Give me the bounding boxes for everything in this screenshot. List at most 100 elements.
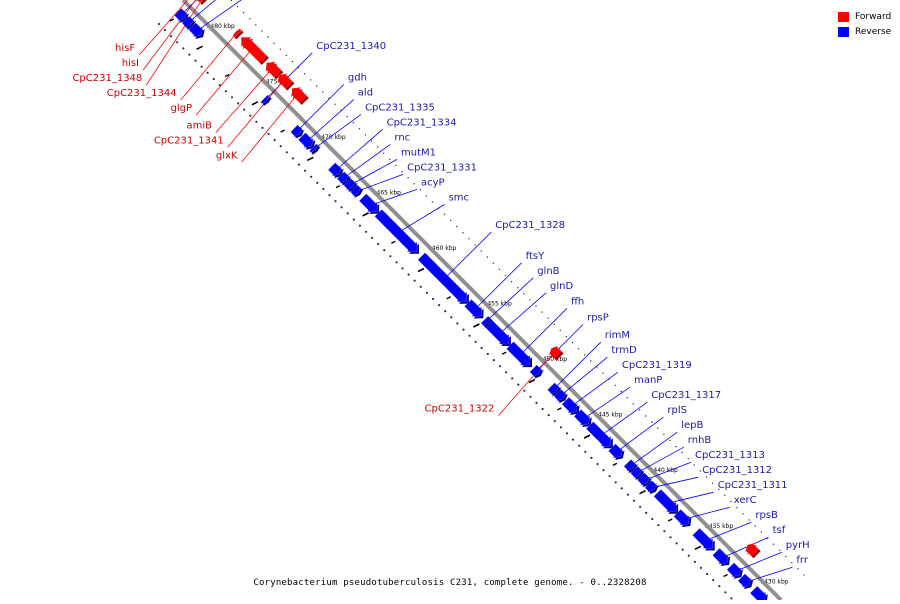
guide-dot — [657, 524, 660, 527]
guide-dot — [693, 560, 697, 563]
guide-dot — [212, 77, 215, 81]
guide-dot — [687, 554, 690, 557]
leader-line — [312, 114, 362, 151]
guide-dot — [803, 574, 805, 576]
gene-arrow-ald — [297, 132, 316, 150]
guide-dot — [632, 499, 636, 502]
leader-line — [733, 551, 782, 573]
guide-dot — [498, 365, 502, 368]
gene-label-text: trmD — [611, 345, 637, 356]
guide-dot — [602, 469, 605, 472]
guide-dot — [443, 213, 446, 215]
guide-dot — [206, 71, 209, 74]
guide-dot — [657, 427, 659, 429]
gene-label-text: CpC231_1335 — [365, 102, 435, 113]
gene-label-tsf: tsf — [773, 525, 786, 536]
leader-line — [552, 341, 602, 391]
guide-dot — [346, 115, 348, 118]
guide-dot — [669, 439, 671, 442]
tick-label: 1465 kbp — [373, 189, 401, 196]
gene-arrow-body — [485, 320, 510, 345]
gene-label-cpc231-1341: CpC231_1341 — [154, 135, 224, 146]
gene-label-text: glnB — [537, 266, 559, 277]
guide-dot — [285, 54, 287, 57]
guide-dot — [529, 395, 532, 398]
guide-dot — [699, 470, 702, 472]
gene-label-text: CpC231_1328 — [495, 220, 565, 231]
leader-line — [295, 84, 345, 133]
guide-dot — [736, 507, 738, 509]
guide-dot — [596, 366, 598, 368]
gene-arrow-body — [297, 132, 314, 149]
gene-arrow-body — [336, 171, 350, 184]
guide-dot — [517, 383, 520, 386]
tick-mark — [473, 323, 480, 328]
guide-dot — [541, 311, 543, 313]
gene-arrow-body — [350, 184, 362, 197]
legend: Forward Reverse — [838, 9, 891, 39]
gene-label-cpc231-1319: CpC231_1319 — [622, 360, 692, 371]
tick-label: 1430 kbp — [760, 578, 788, 585]
gene-label-text: CpC231_1317 — [651, 390, 721, 401]
guide-dot — [236, 5, 239, 8]
guide-dot — [651, 421, 653, 423]
gene-arrow-pyrh — [726, 562, 744, 579]
gene-label-glnd: glnD — [550, 281, 573, 292]
guide-dot — [413, 279, 416, 282]
gene-arrow-body — [277, 73, 293, 89]
guide-dot — [553, 420, 556, 423]
guide-dot — [267, 36, 269, 38]
guide-dot — [431, 297, 435, 301]
gene-label-text: glnD — [550, 281, 573, 292]
gene-label-hisf: hisF — [115, 43, 135, 54]
guide-dot — [395, 164, 397, 167]
guide-dot — [505, 371, 508, 374]
guide-dot — [529, 299, 531, 301]
gene-arrow-tsf — [712, 547, 731, 566]
guide-dot — [383, 152, 385, 154]
gene-arrow-trmd — [553, 389, 569, 404]
gene-label-text: rnhB — [688, 435, 712, 446]
guide-dot — [340, 206, 343, 209]
guide-dot — [718, 488, 720, 490]
guide-dot — [401, 267, 404, 270]
guide-dot — [389, 158, 391, 160]
strand-guide-dots — [157, 0, 805, 604]
gene-label-text: CpC231_1334 — [387, 117, 457, 128]
tick-label: 1470 kbp — [317, 134, 345, 141]
gene-label-ffh: ffh — [571, 296, 584, 307]
legend-item-reverse: Reverse — [838, 24, 891, 39]
guide-dot — [322, 187, 325, 191]
guide-dot — [645, 511, 648, 514]
leader-line — [442, 231, 492, 281]
guide-dot — [663, 433, 665, 435]
guide-dot — [504, 274, 507, 277]
guide-dot — [675, 542, 678, 545]
gene-label-text: CpC231_1341 — [154, 135, 224, 146]
gene-arrow-cpc231-1319 — [561, 396, 580, 415]
guide-dot — [778, 549, 781, 552]
gene-label-text: ftsY — [526, 251, 545, 262]
gene-arrow-body — [585, 421, 612, 447]
gene-label-text: CpC231_1319 — [622, 360, 692, 371]
guide-dot — [486, 256, 488, 258]
guide-dot — [681, 548, 684, 551]
leader-line — [395, 204, 445, 235]
gene-arrow-body — [231, 27, 242, 38]
tick-label: 1445 kbp — [594, 412, 622, 419]
guide-dot — [638, 409, 641, 411]
gene-label-text: smc — [449, 192, 469, 203]
guide-dot — [309, 79, 312, 81]
leader-line — [598, 401, 648, 438]
gene-label-cpc231-1328: CpC231_1328 — [495, 220, 565, 231]
guide-dot — [480, 250, 482, 252]
guide-dot — [261, 126, 264, 129]
gene-label-text: lepB — [681, 420, 703, 431]
guide-dot — [584, 354, 586, 356]
guide-dot — [419, 189, 421, 191]
gene-arrow-cpc231-1312 — [644, 480, 659, 495]
guide-dot — [681, 452, 683, 454]
guide-dot — [474, 340, 477, 343]
guide-dot — [620, 487, 623, 490]
guide-dot — [632, 403, 635, 405]
